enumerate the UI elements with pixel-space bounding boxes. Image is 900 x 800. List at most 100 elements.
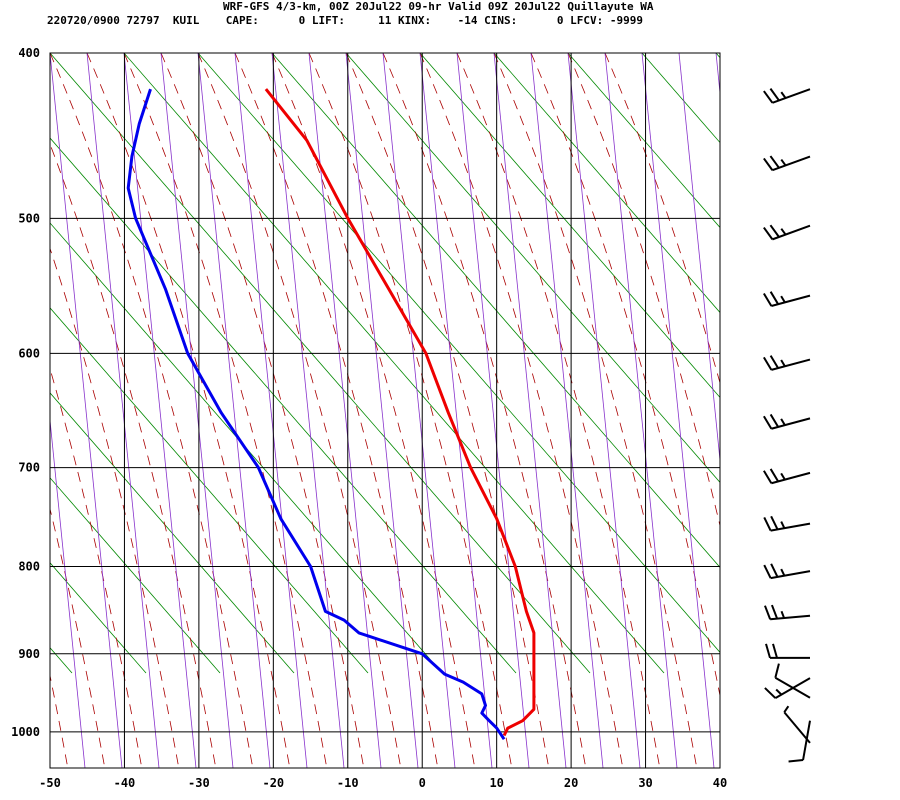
mixing-ratio-line	[456, 53, 530, 768]
mixing-ratio-line	[197, 53, 271, 768]
wind-barb-flag	[770, 515, 779, 530]
wind-barb-flag	[769, 413, 779, 428]
wind-barb-flag	[763, 226, 774, 240]
chart-title: WRF-GFS 4/3-km, 00Z 20Jul22 09-hr Valid …	[223, 0, 654, 13]
wind-barb	[763, 155, 811, 172]
wind-barb	[765, 643, 810, 659]
moist-adiabat-line	[456, 53, 661, 768]
moist-adiabat-line	[345, 53, 550, 768]
mixing-ratio-line	[123, 53, 197, 768]
wind-barb-flag	[769, 224, 780, 238]
moist-adiabat-line	[50, 507, 106, 768]
wind-barb	[763, 563, 811, 580]
wind-barb-flag	[763, 564, 772, 579]
dry-adiabat-line	[790, 53, 900, 673]
mixing-ratio-line	[234, 53, 308, 768]
x-tick-label: 20	[564, 776, 578, 790]
wind-barb-half-flag	[780, 228, 787, 236]
mixing-ratio-line	[382, 53, 456, 768]
dry-adiabat-line	[864, 53, 900, 673]
wind-barb-half-flag	[780, 158, 787, 167]
wind-barb	[764, 604, 811, 621]
mixing-ratio-line	[715, 53, 720, 97]
dry-adiabat-line	[50, 137, 517, 674]
dry-adiabat-line	[345, 53, 720, 484]
mixing-ratio-line	[308, 53, 382, 768]
dry-adiabat-line	[50, 562, 147, 674]
moist-adiabat-line	[382, 53, 587, 768]
moist-adiabat-line	[271, 53, 476, 768]
x-tick-label: 40	[713, 776, 727, 790]
wind-barb	[763, 291, 811, 307]
dry-adiabat-line	[197, 53, 720, 653]
wind-barb-flag	[788, 759, 804, 763]
moist-adiabat-line	[86, 53, 291, 768]
wind-barb-flag	[765, 643, 771, 659]
wind-barb-flag	[769, 468, 779, 482]
wind-barb	[763, 468, 811, 485]
wind-barb	[763, 355, 811, 371]
temperature-profile	[264, 88, 536, 737]
mixing-ratio-line	[50, 416, 86, 768]
wind-barb	[764, 677, 811, 699]
wind-barb-flag	[763, 356, 773, 371]
wind-barb-flag	[763, 90, 774, 104]
wind-barb-flag	[769, 355, 779, 369]
dry-adiabat-line	[641, 53, 720, 144]
x-tick-label: 0	[419, 776, 426, 790]
background-lines	[0, 53, 900, 800]
y-tick-label: 600	[18, 346, 40, 360]
wind-barb-flag	[764, 605, 772, 620]
moist-adiabat-line	[160, 53, 365, 768]
moist-adiabat-line	[419, 53, 624, 768]
wind-barb-flag	[770, 563, 779, 578]
wind-barb-flag	[769, 88, 780, 102]
moist-adiabat-line	[197, 53, 402, 768]
wind-barb-flag	[769, 291, 779, 305]
mixing-ratio-line	[604, 53, 678, 768]
wind-barb-half-flag	[783, 705, 790, 713]
moist-adiabat-line	[308, 53, 513, 768]
x-tick-label: -20	[262, 776, 284, 790]
mixing-ratio-line	[493, 53, 567, 768]
wind-barb	[763, 224, 811, 241]
wind-barb	[763, 515, 811, 532]
wind-barb-flag	[764, 687, 777, 699]
mixing-ratio-line	[678, 53, 720, 465]
dry-adiabat-line	[50, 307, 369, 674]
wind-barb-flag	[770, 604, 779, 620]
y-tick-label: 900	[18, 647, 40, 661]
dry-adiabat-line	[50, 477, 221, 674]
moist-adiabat-line	[0, 53, 1, 800]
wind-barb-flag	[763, 517, 772, 532]
dry-adiabat-line	[123, 53, 665, 674]
dry-adiabat-line	[715, 53, 720, 59]
moist-adiabat-line	[530, 53, 720, 698]
wind-barb-half-flag	[780, 610, 786, 619]
wind-barb-flag	[763, 157, 774, 171]
dry-adiabat-line	[50, 222, 443, 674]
station-indices: 220720/0900 72797 KUIL CAPE: 0 LIFT: 11 …	[47, 14, 644, 27]
wind-barb-half-flag	[780, 521, 786, 529]
dry-adiabat-line	[50, 392, 295, 674]
dry-adiabat-line	[50, 647, 73, 674]
y-tick-label: 700	[18, 461, 40, 475]
dry-adiabat-line	[50, 53, 591, 674]
moist-adiabat-line	[50, 53, 254, 768]
wind-barb-half-flag	[780, 472, 786, 481]
plot-frame	[49, 52, 721, 769]
moist-adiabat-line	[234, 53, 439, 768]
wind-barb-half-flag	[780, 295, 786, 303]
mixing-ratio-line	[271, 53, 345, 768]
wind-barb	[774, 663, 811, 699]
wind-barb	[763, 413, 811, 430]
mixing-ratio-line	[345, 53, 419, 768]
series-layer	[126, 88, 536, 741]
moist-adiabat-line	[50, 367, 143, 768]
wind-barb-flag	[772, 643, 778, 659]
mixing-ratio-line	[827, 53, 899, 768]
x-tick-label: -30	[188, 776, 210, 790]
moist-adiabat-line	[50, 143, 217, 768]
wind-barb-staff	[783, 711, 811, 744]
